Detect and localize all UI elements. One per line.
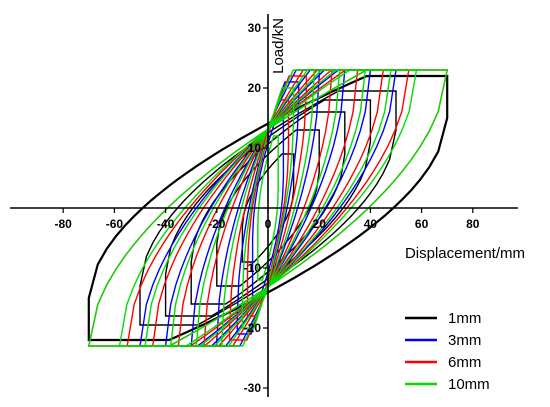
- y-tick-label: 10: [248, 141, 262, 155]
- series-1mm-loop: [87, 74, 449, 342]
- y-tick-label: -20: [244, 321, 262, 335]
- x-tick-label: 60: [415, 217, 429, 231]
- series-1mm-loop: [190, 111, 346, 305]
- series-10mm-loop: [87, 69, 449, 347]
- legend-label: 10mm: [448, 376, 490, 393]
- x-tick-label: 80: [466, 217, 480, 231]
- series-10mm-loop: [221, 69, 315, 347]
- series-layer: [87, 69, 449, 347]
- x-tick-label: -40: [157, 217, 175, 231]
- x-tick-label: 40: [364, 217, 378, 231]
- series-1mm-loop: [139, 90, 397, 326]
- legend-label: 1mm: [448, 310, 481, 327]
- series-10mm-loop: [241, 87, 295, 329]
- legend-label: 3mm: [448, 332, 481, 349]
- x-axis-title: Displacement/mm: [405, 245, 525, 262]
- y-tick-label: -30: [244, 381, 262, 395]
- x-tick-label: -20: [208, 217, 226, 231]
- x-tick-label: 0: [265, 217, 272, 231]
- y-tick-label: -10: [244, 261, 262, 275]
- y-tick-label: 30: [248, 21, 262, 35]
- y-tick-label: 20: [248, 81, 262, 95]
- legend-label: 6mm: [448, 354, 481, 371]
- ticks-layer: -80 -60 -40 -20 0 20 40 60 80 -30 -20 -10 10 20 30: [55, 21, 480, 395]
- x-tick-label: -80: [55, 217, 73, 231]
- series-10mm: [87, 69, 449, 347]
- series-1mm-loop: [241, 153, 295, 263]
- series-10mm-loop: [257, 135, 279, 281]
- axes-layer: [10, 14, 518, 397]
- y-axis-title: Load/kN: [270, 18, 287, 74]
- x-tick-label: 20: [313, 217, 327, 231]
- legend: 1mm 3mm 6mm 10mm: [405, 310, 490, 393]
- x-tick-label: -60: [106, 217, 124, 231]
